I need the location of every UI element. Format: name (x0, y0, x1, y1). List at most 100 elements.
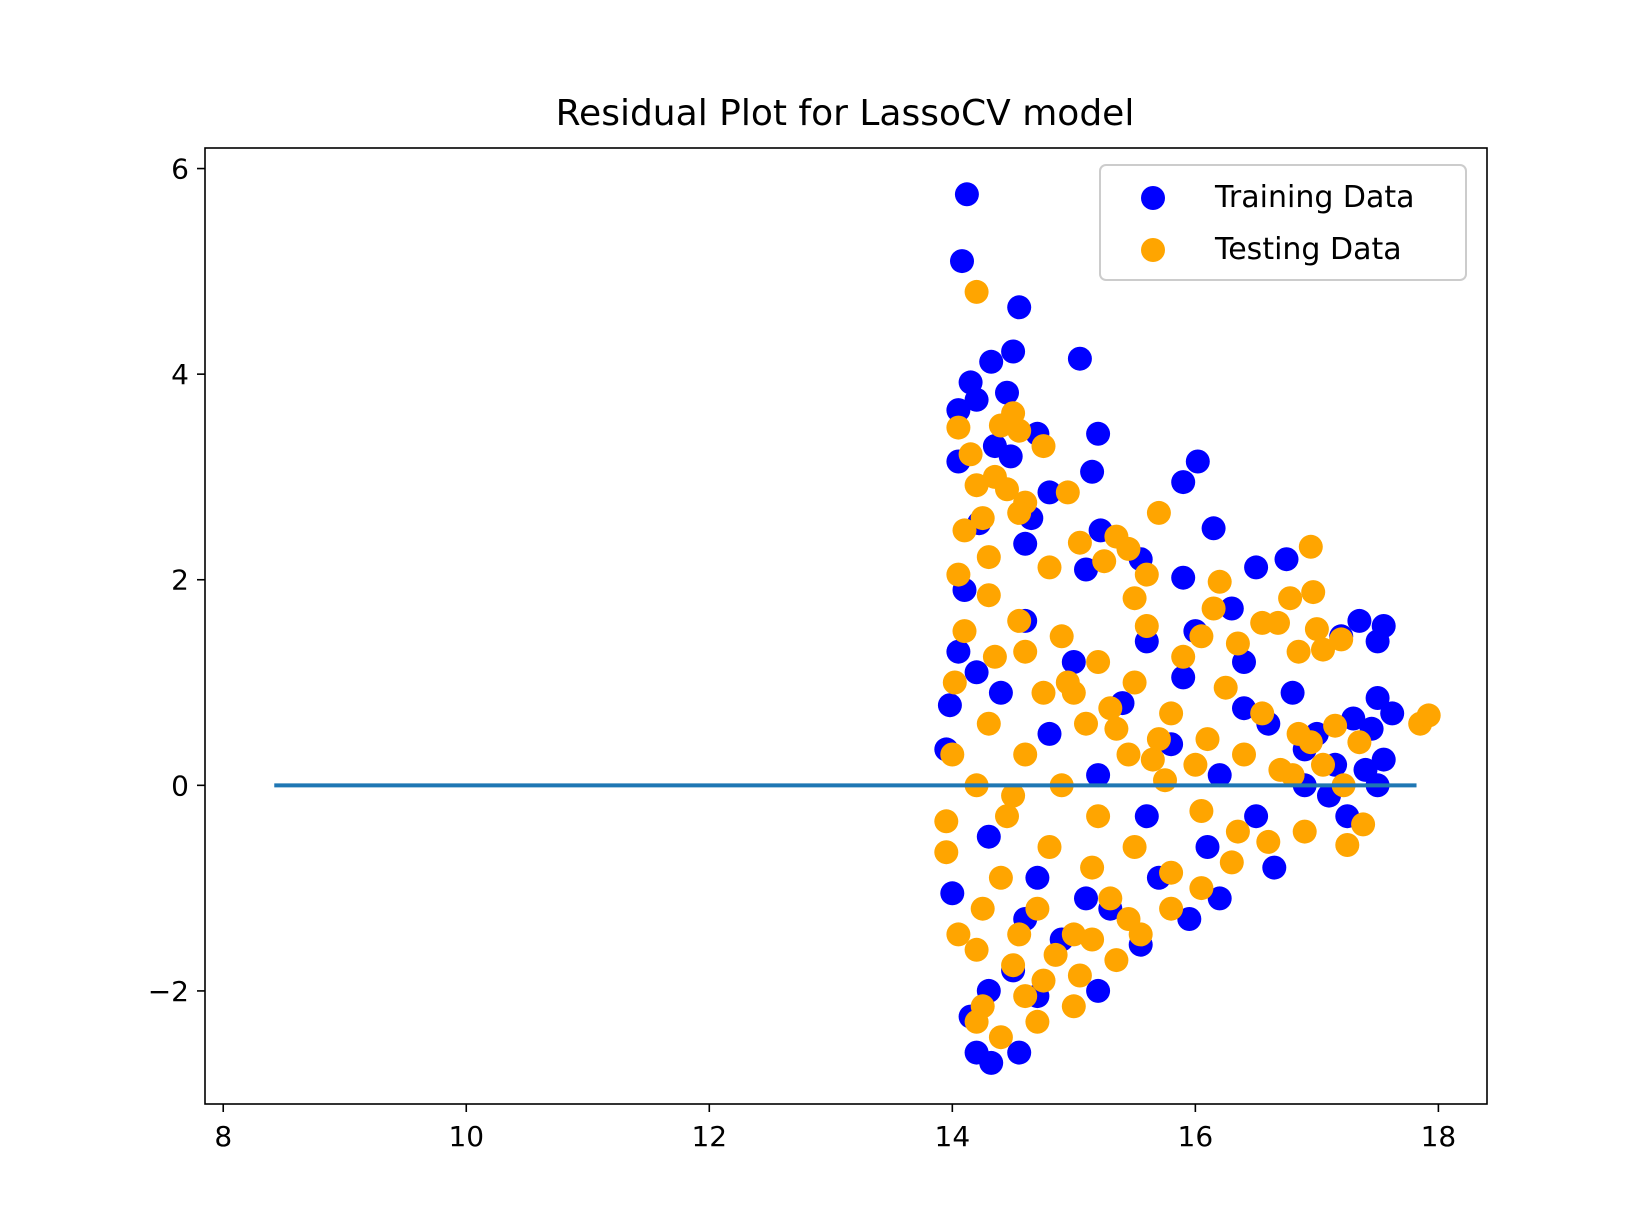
data-point (1086, 421, 1111, 446)
data-point (1134, 804, 1159, 829)
data-point (1007, 922, 1032, 947)
data-point (1219, 596, 1244, 621)
data-point (1159, 860, 1184, 885)
data-point (1140, 747, 1165, 772)
data-point (988, 1025, 1013, 1050)
data-point (976, 545, 1001, 570)
data-point (1001, 953, 1026, 978)
data-point (1189, 876, 1214, 901)
data-point (1159, 701, 1184, 726)
data-point (954, 182, 979, 207)
data-point (946, 639, 971, 664)
axes-frame (204, 147, 1488, 1105)
data-point (950, 249, 974, 274)
data-point (1171, 470, 1196, 495)
data-point (1171, 644, 1196, 669)
data-point (1037, 835, 1062, 859)
data-point (1371, 747, 1396, 772)
data-point (964, 660, 989, 685)
data-point (1159, 896, 1184, 921)
data-point (1416, 703, 1441, 728)
data-point (1067, 530, 1092, 555)
data-point (1086, 650, 1111, 674)
data-point (1201, 516, 1226, 541)
y-tick-label: 6 (171, 153, 189, 186)
data-point (1092, 549, 1117, 574)
data-point (1323, 713, 1348, 738)
x-tick-label: 10 (448, 1120, 484, 1153)
legend: Training Data Testing Data (1099, 164, 1467, 281)
data-point (1043, 942, 1068, 967)
data-point (1061, 994, 1086, 1019)
data-point (946, 922, 971, 947)
data-point (1074, 711, 1098, 736)
data-point (1268, 757, 1293, 782)
legend-label-testing: Testing Data (1214, 232, 1402, 267)
data-point (934, 840, 959, 865)
data-point (1031, 434, 1056, 459)
data-point (1122, 835, 1147, 859)
data-point (1104, 948, 1129, 973)
data-point (1086, 763, 1111, 788)
data-point (970, 506, 995, 531)
data-point (1086, 804, 1111, 829)
data-point (1067, 346, 1092, 371)
data-point (1098, 886, 1123, 911)
data-point (1074, 557, 1098, 582)
data-point (1347, 608, 1372, 633)
data-point (964, 1009, 989, 1034)
data-point (976, 824, 1001, 849)
data-point (1201, 596, 1226, 621)
data-point (1195, 727, 1220, 752)
data-point (1225, 819, 1250, 844)
x-tick-label: 16 (1178, 1120, 1214, 1153)
data-point (952, 518, 977, 543)
data-point (1031, 968, 1056, 993)
data-point (940, 742, 965, 767)
x-axis-ticks: 8 10 12 14 16 18 (214, 1104, 1456, 1153)
data-point (1286, 721, 1311, 746)
data-point (1335, 833, 1360, 857)
axes-background (205, 148, 1487, 1104)
data-point (1086, 978, 1111, 1003)
data-point (1311, 752, 1335, 777)
data-point (976, 583, 1001, 608)
data-point (952, 619, 977, 644)
data-point (1037, 480, 1062, 505)
legend-label-training: Training Data (1214, 180, 1415, 215)
data-point (1244, 555, 1269, 580)
data-point (1061, 922, 1086, 947)
data-point (1183, 752, 1208, 777)
data-point (1134, 562, 1159, 587)
data-point (1025, 1009, 1050, 1034)
data-point (1286, 639, 1311, 664)
data-point (1195, 835, 1220, 859)
y-tick-label: 4 (171, 358, 189, 391)
data-point (988, 413, 1013, 438)
data-point (1219, 850, 1244, 875)
data-point (1351, 812, 1376, 837)
data-point (1207, 763, 1232, 788)
data-point (1207, 886, 1232, 911)
data-point (1007, 418, 1032, 443)
data-point (946, 398, 971, 423)
data-point (988, 865, 1013, 890)
data-point (988, 680, 1013, 705)
data-point (1037, 555, 1062, 580)
plot-area (205, 148, 1487, 1104)
data-point (1341, 706, 1366, 731)
data-point (1007, 608, 1032, 633)
x-tick-label: 14 (935, 1120, 971, 1153)
data-point (1013, 742, 1038, 767)
data-point (1013, 531, 1038, 556)
data-point (1055, 480, 1080, 505)
data-point (1013, 984, 1038, 1009)
data-point (1278, 586, 1303, 611)
data-point (1232, 650, 1256, 674)
data-point (1189, 624, 1214, 649)
data-point (1031, 680, 1056, 705)
data-point (964, 473, 989, 498)
data-point (1037, 721, 1062, 746)
data-point (1266, 610, 1290, 635)
